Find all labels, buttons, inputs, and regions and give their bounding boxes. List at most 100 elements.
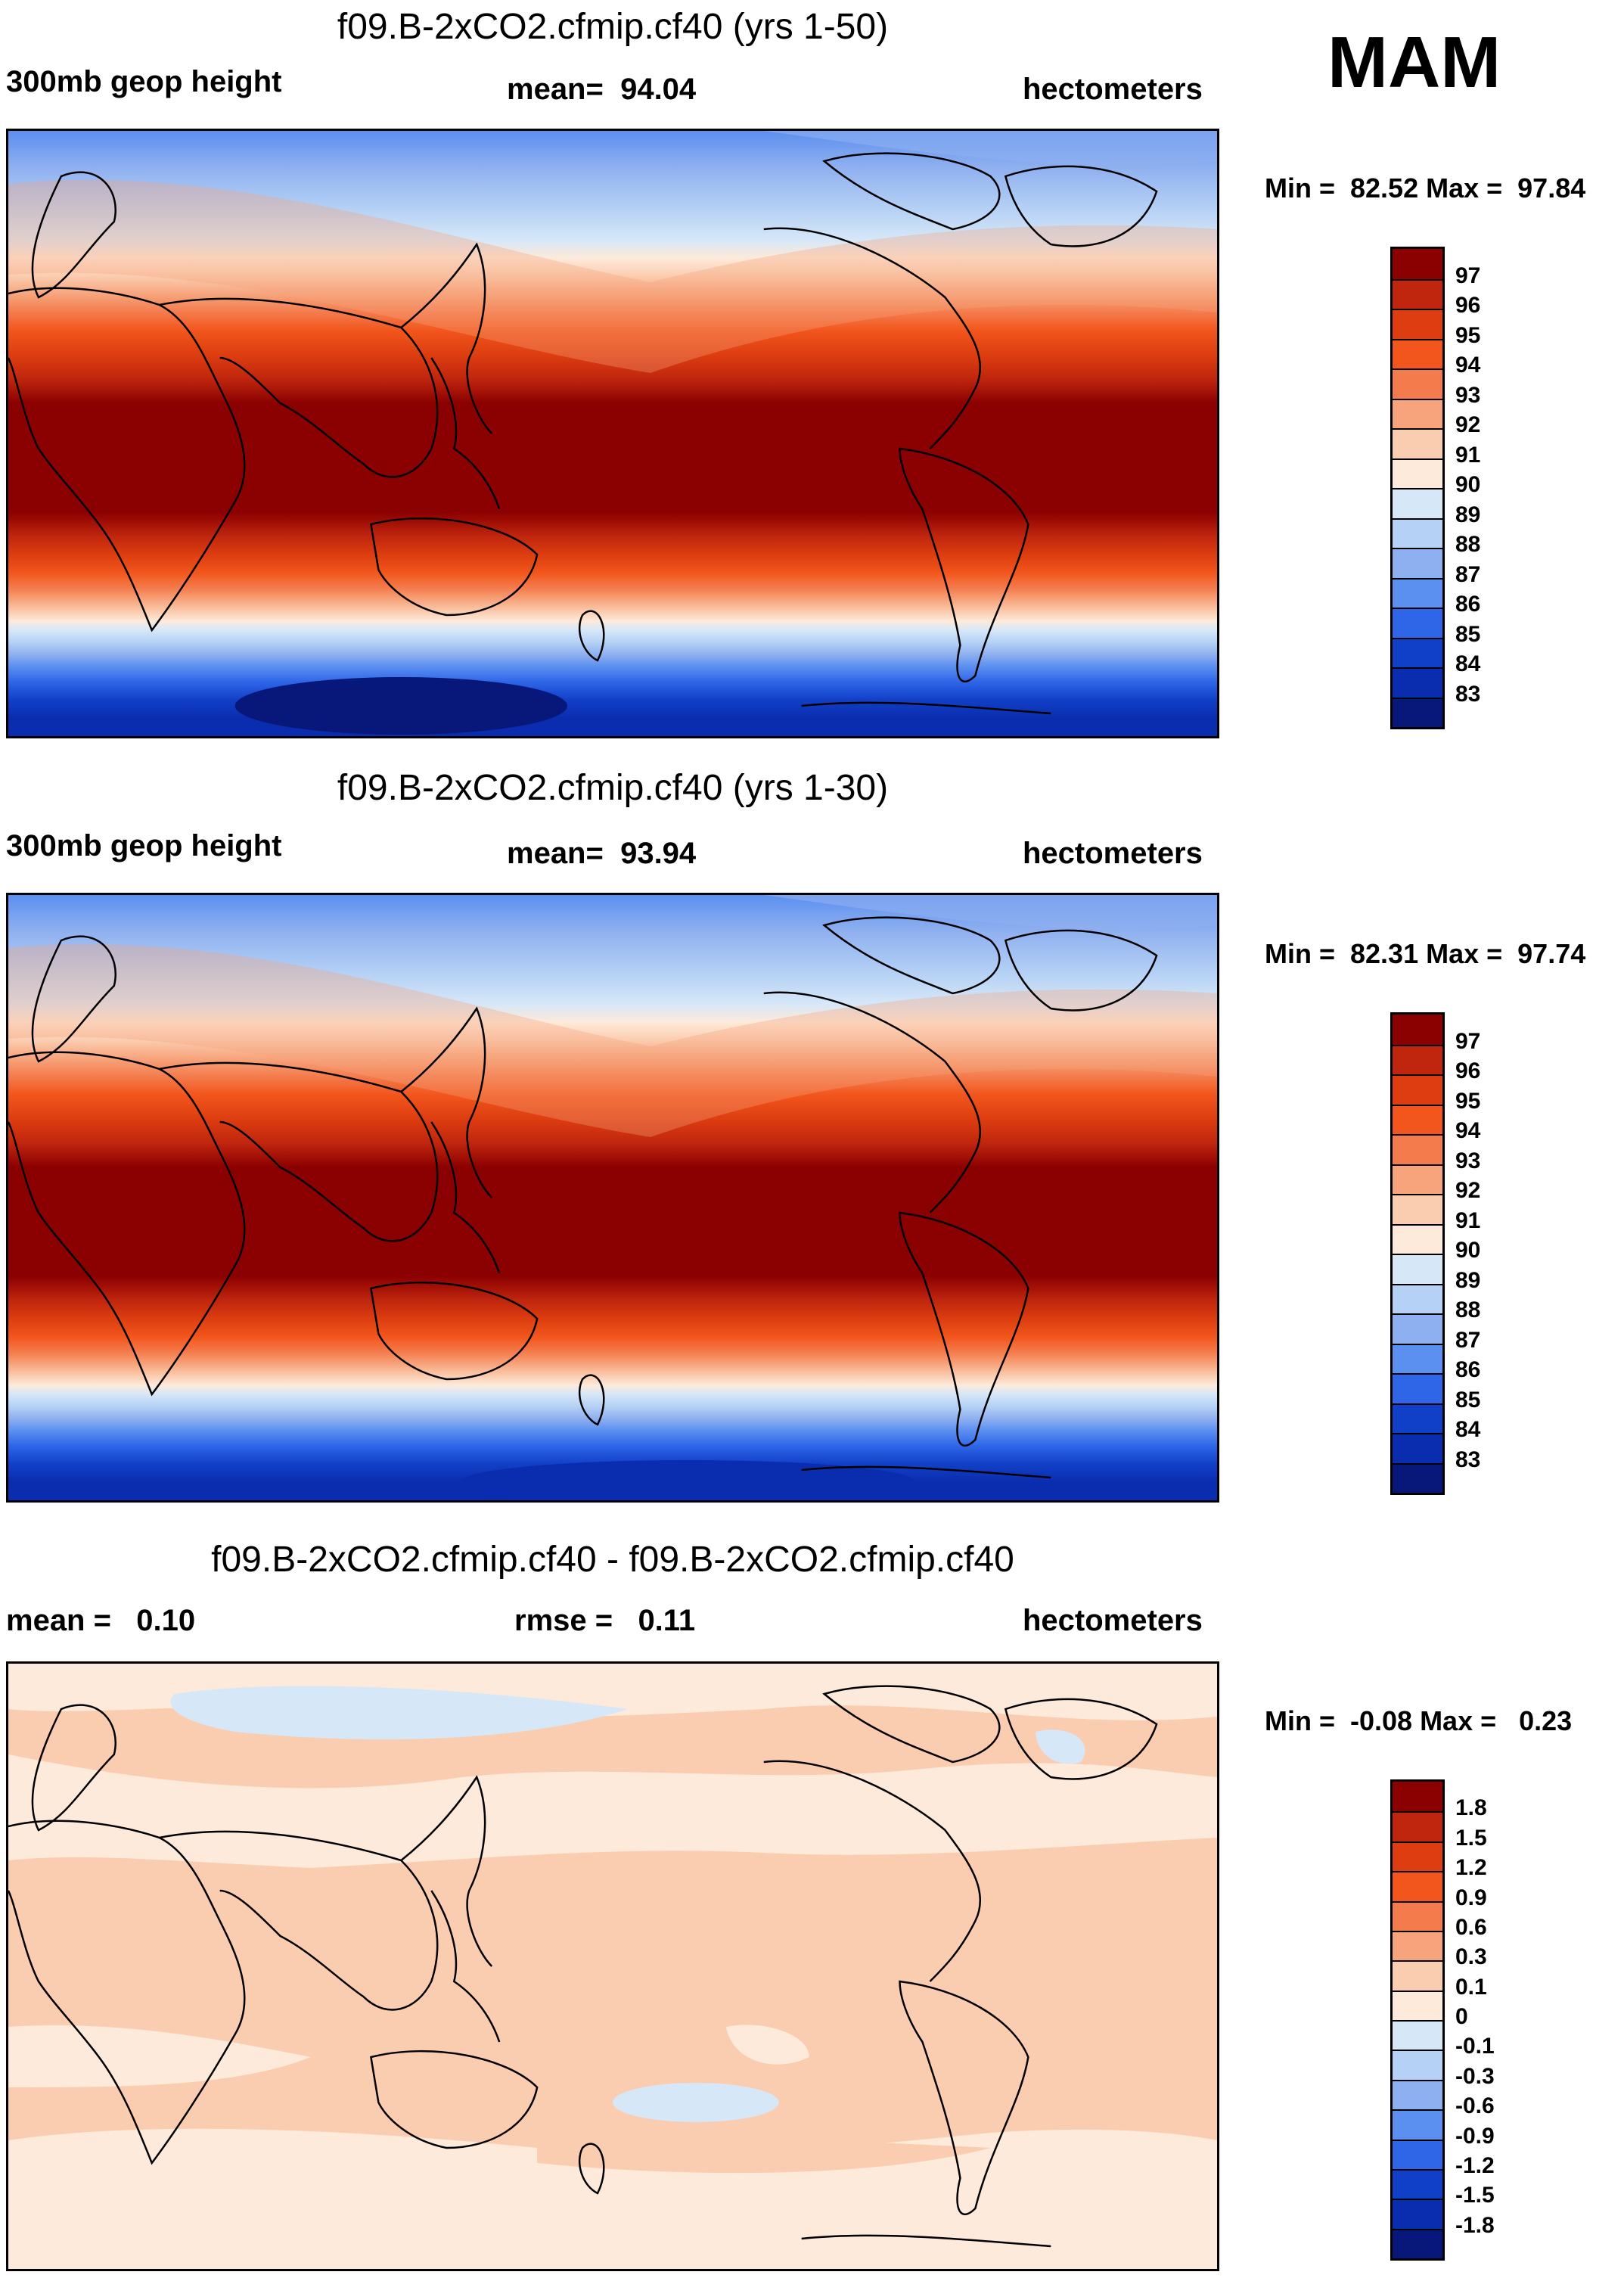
panel3-colorbar-swatch <box>1393 2109 1442 2140</box>
panel3-title: f09.B-2xCO2.cfmip.cf40 - f09.B-2xCO2.cfm… <box>211 1540 1014 1580</box>
panel1-coastlines <box>8 152 1158 715</box>
panel2-colorbar <box>1390 1012 1445 1495</box>
panel2-colorbar-swatch <box>1393 1462 1442 1493</box>
panel1-colorbar-swatch <box>1393 548 1442 578</box>
panel1-colorbar-swatch <box>1393 637 1442 667</box>
panel3-colorbar-tick-label: -0.1 <box>1455 2034 1495 2059</box>
panel3-colorbar-swatch <box>1393 1782 1442 1812</box>
panel1-colorbar-tick-label: 83 <box>1455 681 1481 707</box>
panel2-colorbar-swatch <box>1393 1044 1442 1074</box>
panel2-colorbar-tick-label: 93 <box>1455 1148 1481 1173</box>
panel1-map-svg <box>8 131 1217 736</box>
panel1-colorbar-tick-label: 89 <box>1455 502 1481 527</box>
panel3-colorbar-tick-label: -1.2 <box>1455 2152 1495 2178</box>
panel3-colorbar-swatch <box>1393 2079 1442 2110</box>
panel3-colorbar-swatch <box>1393 2050 1442 2080</box>
panel1-colorbar-tick-label: 85 <box>1455 621 1481 647</box>
panel3-colorbar-tick-label: 1.2 <box>1455 1855 1487 1881</box>
panel2-variable-label: 300mb geop height <box>6 829 282 862</box>
panel3-colorbar-tick-label: -0.9 <box>1455 2123 1495 2149</box>
panel2-colorbar-tick-label: 94 <box>1455 1118 1481 1143</box>
panel1-colorbar-tick-label: 86 <box>1455 592 1481 617</box>
panel2-colorbar-swatch <box>1393 1164 1442 1194</box>
panel1-colorbar-tick-label: 88 <box>1455 532 1481 557</box>
panel3-colorbar-swatch <box>1393 2199 1442 2229</box>
panel1-colorbar-swatch <box>1393 338 1442 368</box>
panel1-colorbar-swatch <box>1393 398 1442 428</box>
panel2-colorbar-swatch <box>1393 1343 1442 1373</box>
panel2-colorbar-tick-label: 91 <box>1455 1207 1481 1233</box>
panel3-minmax: Min = -0.08 Max = 0.23 <box>1265 1705 1573 1736</box>
panel3-colorbar-tick-label: -1.5 <box>1455 2183 1495 2208</box>
panel3-colorbar-swatch <box>1393 1990 1442 2020</box>
panel1-colorbar-swatch <box>1393 458 1442 488</box>
panel1-colorbar-swatch <box>1393 517 1442 548</box>
panel3-coastlines <box>8 1685 1158 2248</box>
panel2-colorbar-tick-label: 96 <box>1455 1058 1481 1083</box>
panel2-coastlines <box>8 916 1158 1479</box>
panel3-colorbar-swatch <box>1393 2020 1442 2050</box>
panel1-colorbar-swatch <box>1393 697 1442 727</box>
panel3-colorbar-swatch <box>1393 1930 1442 1961</box>
panel1-colorbar-tick-label: 94 <box>1455 353 1481 378</box>
panel3-colorbar <box>1390 1779 1445 2261</box>
panel3-colorbar-swatch <box>1393 2168 1442 2199</box>
panel2-units-label: hectometers <box>1023 837 1203 870</box>
panel2-colorbar-swatch <box>1393 1433 1442 1463</box>
panel3-colorbar-swatch <box>1393 1960 1442 1991</box>
panel3-colorbar-swatch <box>1393 1900 1442 1931</box>
panel3-colorbar-swatch <box>1393 2228 1442 2258</box>
panel1-colorbar-swatch <box>1393 368 1442 399</box>
panel1-colorbar-tick-label: 90 <box>1455 472 1481 497</box>
panel2-title: f09.B-2xCO2.cfmip.cf40 (yrs 1-30) <box>337 768 889 808</box>
panel2-colorbar-tick-label: 90 <box>1455 1238 1481 1263</box>
panel2-colorbar-swatch <box>1393 1254 1442 1284</box>
panel3-colorbar-swatch <box>1393 1841 1442 1872</box>
panel2-mean-label: mean= 93.94 <box>507 837 697 870</box>
panel2-colorbar-swatch <box>1393 1104 1442 1134</box>
panel1-colorbar-tick-label: 87 <box>1455 561 1481 587</box>
panel1-colorbar-swatch <box>1393 577 1442 608</box>
panel3-colorbar-swatch <box>1393 2139 1442 2169</box>
panel2-colorbar-tick-label: 84 <box>1455 1417 1481 1442</box>
panel2-colorbar-swatch <box>1393 1074 1442 1105</box>
panel2-map-svg <box>8 895 1217 1500</box>
panel1-colorbar-tick-label: 97 <box>1455 263 1481 288</box>
panel1-variable-label: 300mb geop height <box>6 65 282 98</box>
panel2-minmax: Min = 82.31 Max = 97.74 <box>1265 938 1586 969</box>
panel3-colorbar-tick-label: 0.3 <box>1455 1944 1487 1970</box>
panel3-colorbar-tick-label: 1.5 <box>1455 1825 1487 1851</box>
panel3-colorbar-tick-label: 0.1 <box>1455 1974 1487 2000</box>
panel2-colorbar-tick-label: 83 <box>1455 1447 1481 1472</box>
panel2-colorbar-swatch <box>1393 1313 1442 1344</box>
panel3-colorbar-tick-label: 0.9 <box>1455 1885 1487 1910</box>
panel1-colorbar-swatch <box>1393 608 1442 638</box>
panel1-units-label: hectometers <box>1023 73 1203 106</box>
panel2-colorbar-tick-label: 89 <box>1455 1267 1481 1293</box>
panel2-colorbar-tick-label: 95 <box>1455 1088 1481 1114</box>
panel2-map <box>6 893 1219 1503</box>
panel3-colorbar-tick-label: -0.6 <box>1455 2093 1495 2119</box>
panel1-colorbar-swatch <box>1393 667 1442 698</box>
panel3-colorbar-tick-label: 0 <box>1455 2004 1468 2029</box>
panel3-map-svg <box>8 1664 1217 2269</box>
panel1-colorbar-swatch <box>1393 309 1442 339</box>
season-label: MAM <box>1327 22 1501 103</box>
panel1-colorbar <box>1390 247 1445 729</box>
panel1-colorbar-tick-label: 91 <box>1455 442 1481 468</box>
panel2-colorbar-swatch <box>1393 1223 1442 1254</box>
panel2-colorbar-swatch <box>1393 1403 1442 1433</box>
panel3-colorbar-tick-label: -1.8 <box>1455 2212 1495 2238</box>
panel2-colorbar-swatch <box>1393 1283 1442 1313</box>
panel2-colorbar-tick-label: 87 <box>1455 1327 1481 1353</box>
panel1-colorbar-tick-label: 84 <box>1455 651 1481 676</box>
panel1-colorbar-swatch <box>1393 249 1442 279</box>
panel3-units-label: hectometers <box>1023 1604 1203 1637</box>
panel2-colorbar-swatch <box>1393 1194 1442 1224</box>
panel1-colorbar-tick-label: 95 <box>1455 322 1481 348</box>
panel3-colorbar-swatch <box>1393 1811 1442 1841</box>
panel1-colorbar-swatch <box>1393 428 1442 458</box>
panel1-minmax: Min = 82.52 Max = 97.84 <box>1265 172 1586 204</box>
panel1-map <box>6 129 1219 738</box>
panel1-colorbar-swatch <box>1393 278 1442 309</box>
